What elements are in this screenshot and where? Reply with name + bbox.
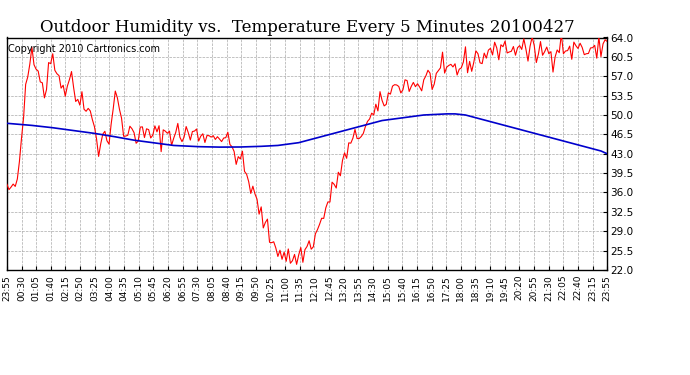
- Text: Copyright 2010 Cartronics.com: Copyright 2010 Cartronics.com: [8, 45, 160, 54]
- Title: Outdoor Humidity vs.  Temperature Every 5 Minutes 20100427: Outdoor Humidity vs. Temperature Every 5…: [40, 19, 574, 36]
